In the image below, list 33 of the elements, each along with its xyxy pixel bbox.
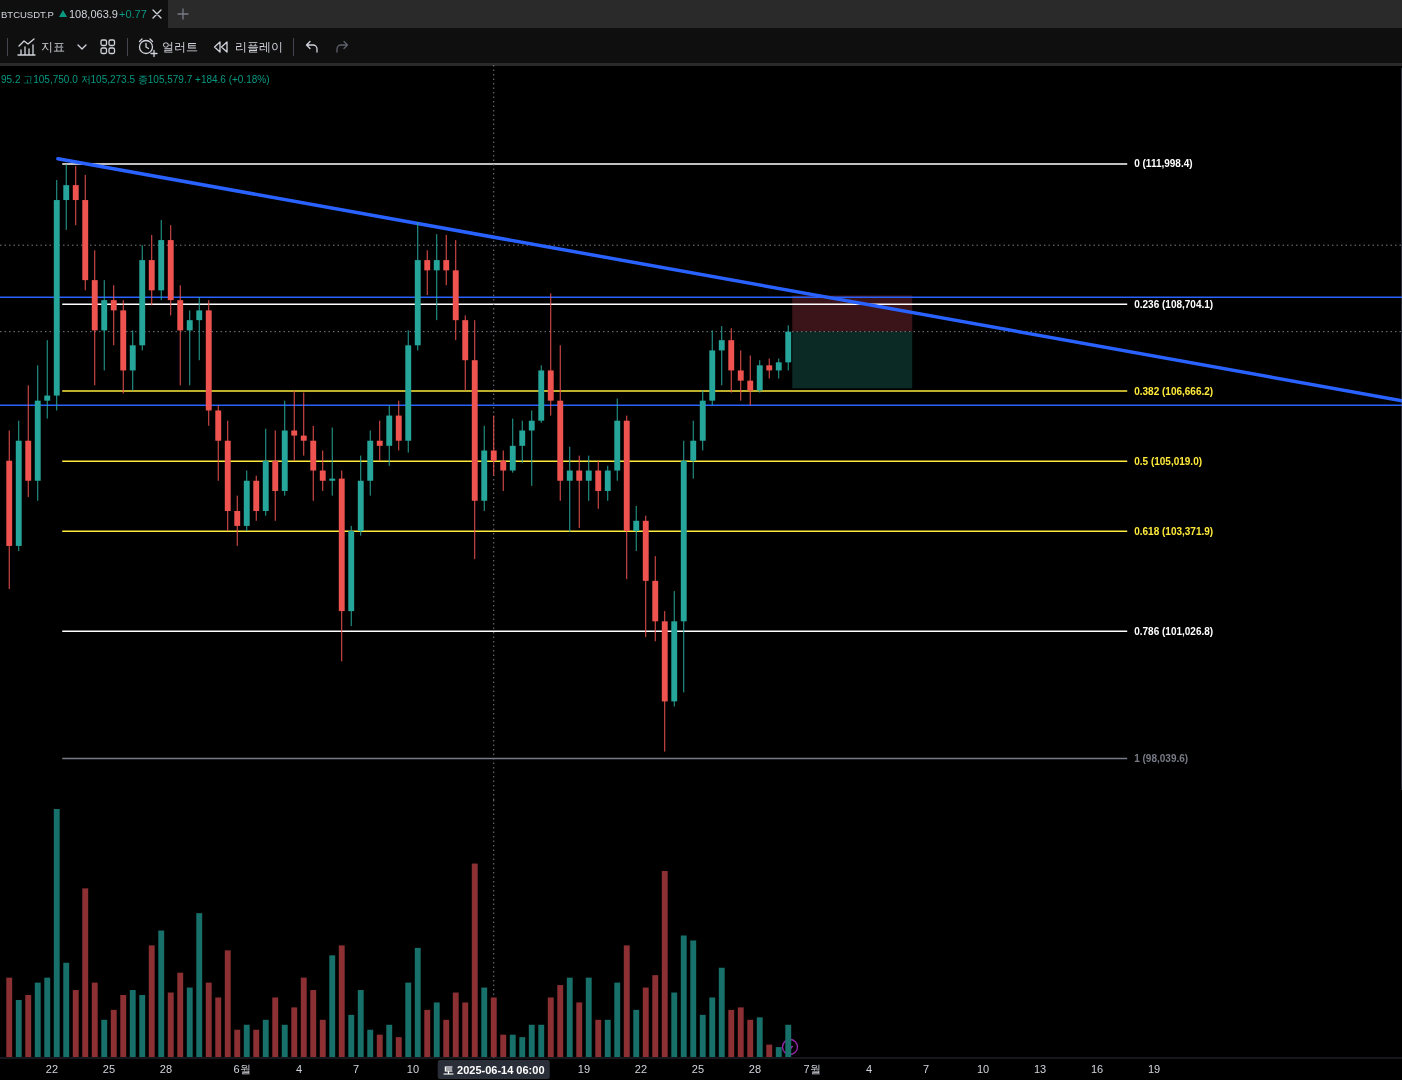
- ref-line-label: 0 (111,998.4): [1134, 158, 1193, 170]
- x-tick-label: 28: [159, 1063, 173, 1075]
- annotation: 95.2 고105,750.0 저105,273.5 종105,579.7 +184.6 (+0.18%): [1, 74, 270, 85]
- x-tick-label: 10: [976, 1063, 990, 1075]
- x-tick-label: 7월: [803, 1063, 821, 1075]
- ref-line-label: 토 2025-06-14 06:00: [442, 1063, 545, 1076]
- text: +0.77: [119, 8, 147, 20]
- x-tick-label: 28: [748, 1063, 762, 1075]
- x-tick-label: 4: [865, 1063, 873, 1075]
- x-tick-label: 16: [1090, 1063, 1104, 1075]
- x-tick-label: 10: [406, 1063, 420, 1075]
- x-tick-label: 22: [45, 1063, 59, 1075]
- x-tick-label: 25: [102, 1063, 116, 1075]
- x-tick-label: 19: [1147, 1063, 1161, 1075]
- x-tick-label: 4: [295, 1063, 303, 1075]
- text: 리플레이: [235, 40, 283, 54]
- ref-line-label: 0.382 (106,666.2): [1134, 385, 1214, 397]
- chart-title: BTCUSDT.P: [1, 9, 54, 20]
- x-tick-label: 6월: [233, 1063, 251, 1075]
- ref-line-label: 0.786 (101,026.8): [1134, 625, 1214, 637]
- x-tick-label: 22: [634, 1063, 648, 1075]
- x-tick-label: 7: [922, 1063, 930, 1075]
- x-tick-label: 13: [1033, 1063, 1047, 1075]
- x-tick-label: 7: [352, 1063, 360, 1075]
- x-tick-label: 19: [577, 1063, 591, 1075]
- text: 얼러트: [162, 40, 198, 54]
- ref-line-label: 0.618 (103,371.9): [1134, 525, 1214, 537]
- ref-line-label: 1 (98,039.6): [1134, 753, 1189, 764]
- x-tick-label: 25: [691, 1063, 705, 1075]
- text: 지표: [41, 40, 65, 54]
- ref-line-label: 0.5 (105,019.0): [1134, 455, 1203, 467]
- text: 108,063.9: [69, 8, 118, 20]
- ref-line-label: 0.236 (108,704.1): [1134, 298, 1214, 310]
